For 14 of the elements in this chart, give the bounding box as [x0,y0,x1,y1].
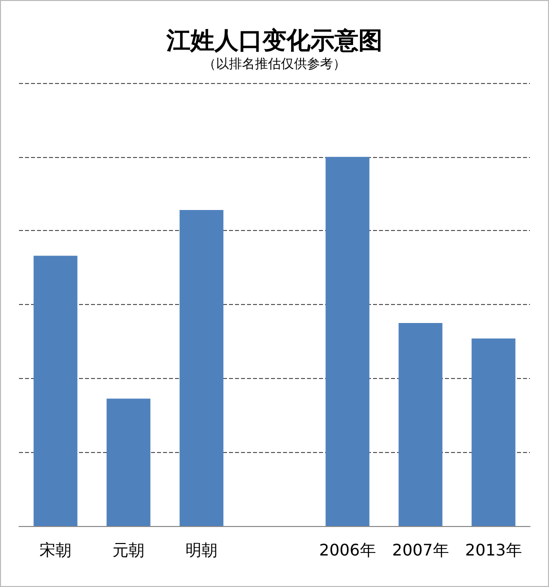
bar [106,398,150,526]
x-tick-label: 2006年 [319,540,376,560]
bar [398,322,442,526]
bar [326,156,370,526]
bar [180,210,224,526]
chart-title: 江姓人口变化示意图 [166,26,382,54]
x-tick-label: 2007年 [392,540,449,560]
bar [34,256,78,526]
x-tick-label: 明朝 [186,540,218,560]
x-tick-label: 元朝 [112,540,144,560]
chart-subtitle: （以排名推估仅供参考） [203,57,346,72]
x-tick-label: 2013年 [465,540,522,560]
bar [472,338,516,526]
x-tick-label: 宋朝 [40,540,72,560]
